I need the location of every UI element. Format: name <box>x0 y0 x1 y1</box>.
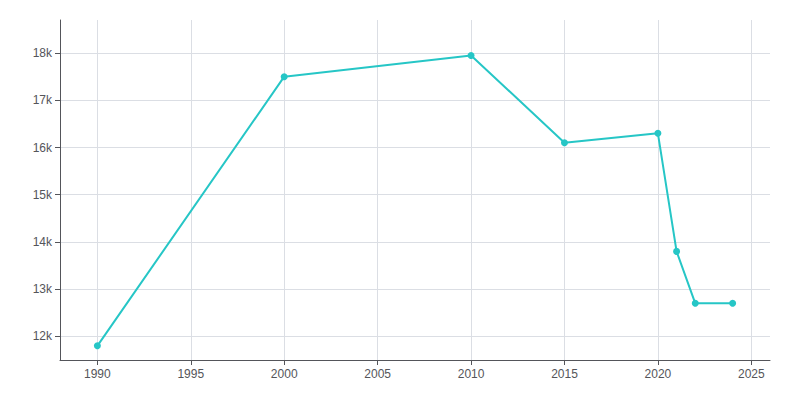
svg-text:12k: 12k <box>33 329 53 343</box>
svg-text:18k: 18k <box>33 46 53 60</box>
svg-text:14k: 14k <box>33 235 53 249</box>
svg-text:2005: 2005 <box>364 367 391 381</box>
svg-text:2020: 2020 <box>645 367 672 381</box>
svg-text:1995: 1995 <box>177 367 204 381</box>
svg-text:1990: 1990 <box>84 367 111 381</box>
svg-text:2015: 2015 <box>551 367 578 381</box>
svg-text:15k: 15k <box>33 188 53 202</box>
svg-text:2000: 2000 <box>271 367 298 381</box>
svg-text:16k: 16k <box>33 141 53 155</box>
svg-text:2010: 2010 <box>458 367 485 381</box>
svg-text:13k: 13k <box>33 282 53 296</box>
svg-text:17k: 17k <box>33 93 53 107</box>
svg-text:2025: 2025 <box>738 367 765 381</box>
